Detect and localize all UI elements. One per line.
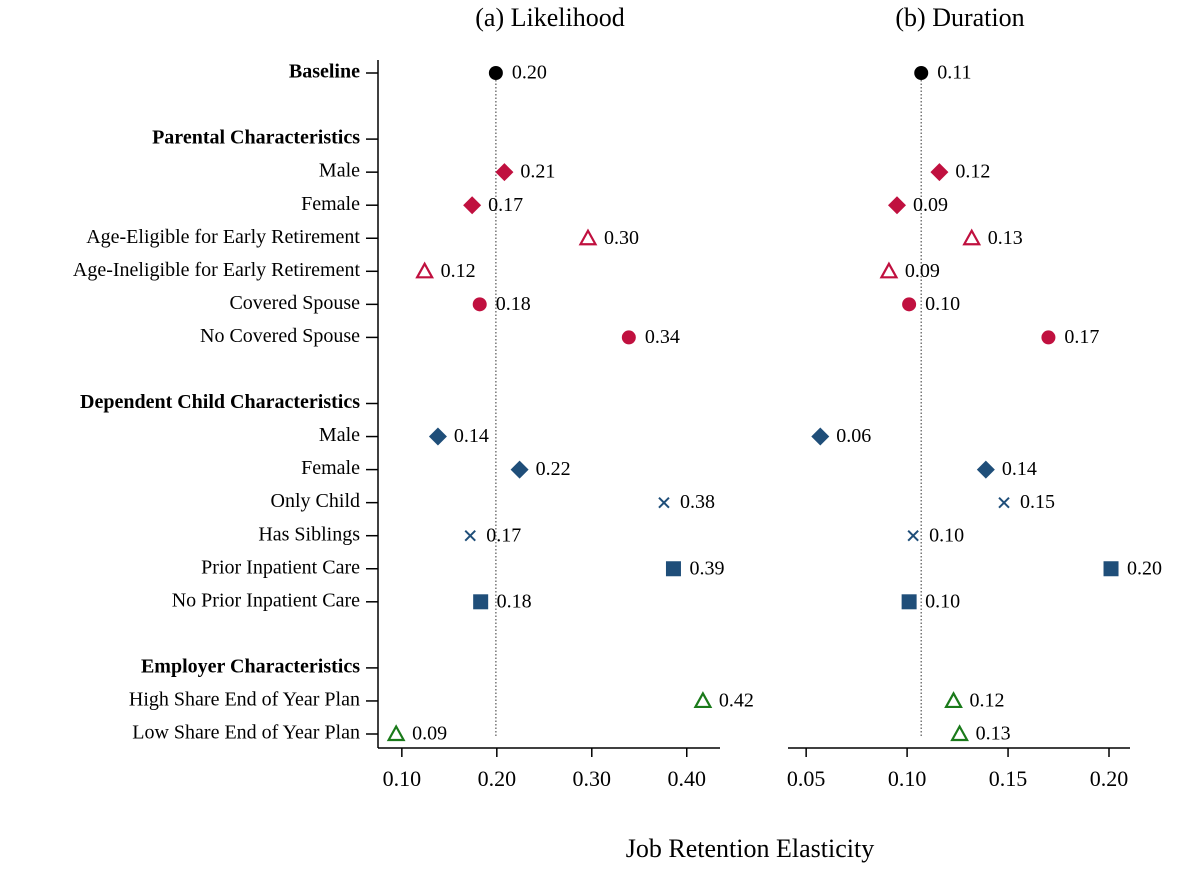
point xyxy=(914,66,929,80)
x-tick-label: 0.05 xyxy=(787,766,826,791)
y-tick-label: No Prior Inpatient Care xyxy=(172,589,360,611)
point xyxy=(495,163,514,182)
y-tick-label: Low Share End of Year Plan xyxy=(132,722,360,744)
y-tick-label: Female xyxy=(301,193,360,215)
value-label: 0.17 xyxy=(486,524,521,546)
point xyxy=(902,297,917,312)
point xyxy=(962,228,982,246)
value-label: 0.09 xyxy=(905,260,940,282)
point xyxy=(386,724,406,742)
value-label: 0.11 xyxy=(937,62,971,84)
value-label: 0.38 xyxy=(680,491,715,513)
point xyxy=(950,724,969,742)
value-label: 0.12 xyxy=(955,161,990,183)
point xyxy=(428,427,447,446)
y-tick-label: No Covered Spouse xyxy=(200,325,360,347)
point xyxy=(578,228,598,246)
y-tick-label: Age-Ineligible for Early Retirement xyxy=(73,259,361,281)
point xyxy=(472,297,487,312)
point xyxy=(693,691,713,709)
point xyxy=(930,163,949,182)
value-label: 0.34 xyxy=(645,326,680,348)
x-tick-label: 0.15 xyxy=(989,766,1028,791)
point xyxy=(463,196,482,215)
point xyxy=(1103,561,1119,577)
y-tick-label: High Share End of Year Plan xyxy=(129,689,360,711)
y-tick-label: Parental Characteristics xyxy=(152,127,360,149)
value-label: 0.10 xyxy=(925,590,960,612)
value-label: 0.13 xyxy=(976,723,1011,745)
y-tick-label: Employer Characteristics xyxy=(141,655,360,677)
point xyxy=(998,496,1010,509)
point xyxy=(944,691,963,709)
y-tick-label: Only Child xyxy=(271,490,360,512)
point-stroke xyxy=(907,529,919,542)
point xyxy=(510,460,529,479)
value-label: 0.13 xyxy=(988,227,1023,249)
x-tick-label: 0.10 xyxy=(888,766,927,791)
point xyxy=(1041,330,1056,345)
y-tick-label: Baseline xyxy=(289,61,360,83)
point xyxy=(621,330,636,345)
value-label: 0.12 xyxy=(970,690,1005,712)
y-tick-label: Has Siblings xyxy=(258,523,360,545)
point xyxy=(888,196,907,215)
y-tick-label: Prior Inpatient Care xyxy=(201,556,360,578)
value-label: 0.10 xyxy=(929,524,964,546)
value-label: 0.30 xyxy=(604,227,639,249)
panel-title: (a) Likelihood xyxy=(475,3,624,32)
x-tick-label: 0.30 xyxy=(573,766,612,791)
point-stroke xyxy=(998,496,1010,509)
y-tick-label: Covered Spouse xyxy=(229,292,360,314)
value-label: 0.09 xyxy=(412,723,447,745)
y-tick-label: Age-Eligible for Early Retirement xyxy=(86,226,360,248)
y-tick-label: Male xyxy=(319,424,360,446)
value-label: 0.17 xyxy=(488,194,523,216)
value-label: 0.09 xyxy=(913,194,948,216)
value-label: 0.39 xyxy=(689,557,724,579)
value-label: 0.17 xyxy=(1064,326,1099,348)
x-axis-title: Job Retention Elasticity xyxy=(626,834,874,863)
point xyxy=(473,594,489,610)
value-label: 0.20 xyxy=(1127,557,1162,579)
value-label: 0.22 xyxy=(536,458,571,480)
value-label: 0.06 xyxy=(836,425,871,447)
x-tick-label: 0.40 xyxy=(668,766,707,791)
point xyxy=(879,261,899,279)
y-tick-label: Male xyxy=(319,160,360,182)
x-tick-label: 0.20 xyxy=(478,766,517,791)
point xyxy=(811,427,830,446)
value-label: 0.10 xyxy=(925,293,960,315)
value-label: 0.14 xyxy=(1002,458,1037,480)
point xyxy=(907,529,919,542)
point xyxy=(464,529,476,542)
value-label: 0.20 xyxy=(512,62,547,84)
value-label: 0.14 xyxy=(454,425,489,447)
panel-title: (b) Duration xyxy=(895,3,1024,32)
point-stroke xyxy=(658,496,670,509)
value-label: 0.12 xyxy=(441,260,476,282)
x-tick-label: 0.20 xyxy=(1090,766,1129,791)
y-tick-label: Dependent Child Characteristics xyxy=(80,391,360,413)
value-label: 0.15 xyxy=(1020,491,1055,513)
value-label: 0.18 xyxy=(496,293,531,315)
point xyxy=(488,66,503,80)
point xyxy=(665,561,681,577)
x-tick-label: 0.10 xyxy=(383,766,422,791)
value-label: 0.18 xyxy=(497,590,532,612)
value-label: 0.42 xyxy=(719,690,754,712)
point xyxy=(415,261,435,279)
value-label: 0.21 xyxy=(520,161,555,183)
y-tick-label: Female xyxy=(301,457,360,479)
point xyxy=(901,594,917,610)
point xyxy=(976,460,995,479)
point-stroke xyxy=(464,529,476,542)
point xyxy=(658,496,670,509)
